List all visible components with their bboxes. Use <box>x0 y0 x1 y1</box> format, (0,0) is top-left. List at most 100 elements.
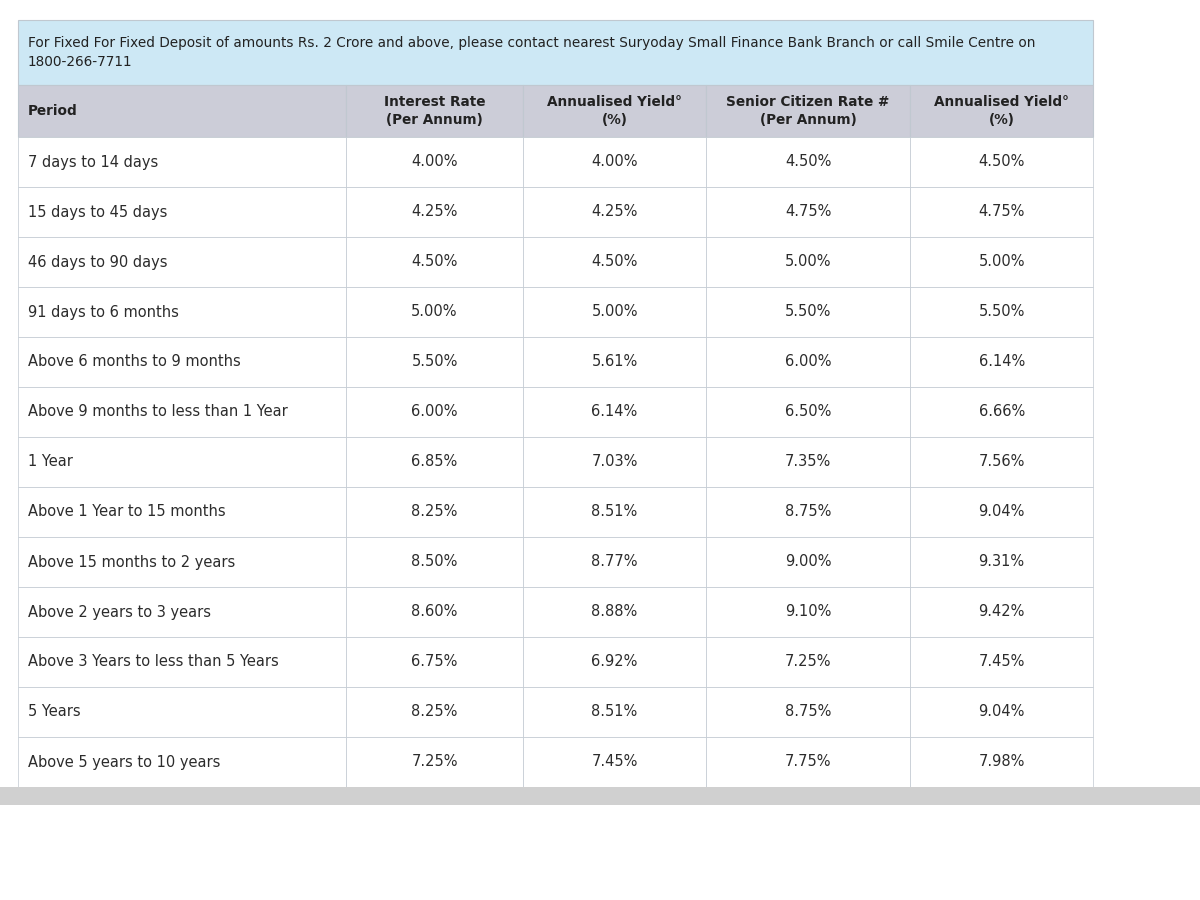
Text: 4.50%: 4.50% <box>412 255 457 269</box>
Bar <box>706 487 911 537</box>
Bar <box>523 637 706 687</box>
Bar <box>706 737 911 787</box>
Text: 8.60%: 8.60% <box>412 605 457 619</box>
Text: 4.25%: 4.25% <box>592 204 638 220</box>
Text: 5.00%: 5.00% <box>412 304 458 320</box>
Text: Above 1 Year to 15 months: Above 1 Year to 15 months <box>28 505 226 519</box>
Bar <box>523 737 706 787</box>
Bar <box>346 537 523 587</box>
Bar <box>706 587 911 637</box>
Text: 6.92%: 6.92% <box>592 654 638 670</box>
Text: 5.00%: 5.00% <box>978 255 1025 269</box>
Bar <box>18 637 346 687</box>
Text: 6.50%: 6.50% <box>785 404 832 419</box>
Bar <box>18 187 346 237</box>
Bar <box>706 137 911 187</box>
Text: 6.14%: 6.14% <box>592 404 637 419</box>
Bar <box>706 187 911 237</box>
Text: 8.25%: 8.25% <box>412 705 457 719</box>
Text: 9.04%: 9.04% <box>978 505 1025 519</box>
Bar <box>911 687 1093 737</box>
Text: 8.77%: 8.77% <box>592 554 638 570</box>
Text: 8.50%: 8.50% <box>412 554 457 570</box>
Text: Above 3 Years to less than 5 Years: Above 3 Years to less than 5 Years <box>28 654 278 670</box>
Text: Above 15 months to 2 years: Above 15 months to 2 years <box>28 554 235 570</box>
Text: 91 days to 6 months: 91 days to 6 months <box>28 304 179 320</box>
Bar <box>18 687 346 737</box>
Bar <box>523 187 706 237</box>
Text: 7.56%: 7.56% <box>978 454 1025 470</box>
Bar <box>523 85 706 137</box>
Text: 5.50%: 5.50% <box>412 355 457 370</box>
Bar <box>911 437 1093 487</box>
Text: 7 days to 14 days: 7 days to 14 days <box>28 155 158 169</box>
Text: Above 6 months to 9 months: Above 6 months to 9 months <box>28 355 241 370</box>
Bar <box>911 637 1093 687</box>
Text: 6.75%: 6.75% <box>412 654 457 670</box>
Text: 6.66%: 6.66% <box>978 404 1025 419</box>
Bar <box>18 20 1093 85</box>
Bar <box>706 437 911 487</box>
Text: 7.25%: 7.25% <box>785 654 832 670</box>
Bar <box>523 387 706 437</box>
Bar <box>346 487 523 537</box>
Text: 4.00%: 4.00% <box>592 155 638 169</box>
Bar <box>706 687 911 737</box>
Bar <box>18 287 346 337</box>
Text: 6.00%: 6.00% <box>412 404 458 419</box>
Text: 7.98%: 7.98% <box>978 754 1025 770</box>
Text: Annualised Yield°
(%): Annualised Yield° (%) <box>934 95 1069 127</box>
Text: 4.50%: 4.50% <box>785 155 832 169</box>
Text: 4.75%: 4.75% <box>785 204 832 220</box>
Bar <box>346 437 523 487</box>
Bar <box>911 237 1093 287</box>
Text: 7.03%: 7.03% <box>592 454 638 470</box>
Bar <box>18 437 346 487</box>
Bar <box>523 237 706 287</box>
Text: Senior Citizen Rate #
(Per Annum): Senior Citizen Rate # (Per Annum) <box>726 95 889 127</box>
Bar <box>911 287 1093 337</box>
Bar <box>911 137 1093 187</box>
Bar <box>911 337 1093 387</box>
Bar <box>706 287 911 337</box>
Bar <box>911 387 1093 437</box>
Text: Annualised Yield°
(%): Annualised Yield° (%) <box>547 95 682 127</box>
Bar <box>523 587 706 637</box>
Text: 8.51%: 8.51% <box>592 705 637 719</box>
Bar <box>346 85 523 137</box>
Text: For Fixed For Fixed Deposit of amounts Rs. 2 Crore and above, please contact nea: For Fixed For Fixed Deposit of amounts R… <box>28 36 1036 68</box>
Text: 7.35%: 7.35% <box>785 454 832 470</box>
Bar <box>346 337 523 387</box>
Text: 7.25%: 7.25% <box>412 754 458 770</box>
Text: 9.10%: 9.10% <box>785 605 832 619</box>
Text: 8.88%: 8.88% <box>592 605 637 619</box>
Text: Above 2 years to 3 years: Above 2 years to 3 years <box>28 605 211 619</box>
Bar <box>523 437 706 487</box>
Text: 4.25%: 4.25% <box>412 204 457 220</box>
Text: 4.00%: 4.00% <box>412 155 458 169</box>
Bar <box>911 187 1093 237</box>
Bar <box>911 587 1093 637</box>
Text: 4.75%: 4.75% <box>978 204 1025 220</box>
Bar <box>911 537 1093 587</box>
Bar <box>523 287 706 337</box>
Text: 46 days to 90 days: 46 days to 90 days <box>28 255 168 269</box>
Text: 5.00%: 5.00% <box>592 304 638 320</box>
Bar <box>18 237 346 287</box>
Bar <box>911 85 1093 137</box>
Bar <box>346 137 523 187</box>
Bar <box>346 237 523 287</box>
Bar <box>706 337 911 387</box>
Text: 5.00%: 5.00% <box>785 255 832 269</box>
Bar <box>18 387 346 437</box>
Text: 8.51%: 8.51% <box>592 505 637 519</box>
Text: Above 5 years to 10 years: Above 5 years to 10 years <box>28 754 221 770</box>
Bar <box>346 287 523 337</box>
Bar <box>523 137 706 187</box>
Bar <box>346 637 523 687</box>
Bar <box>346 387 523 437</box>
Bar <box>706 537 911 587</box>
Bar <box>346 187 523 237</box>
Bar <box>346 737 523 787</box>
Bar <box>911 487 1093 537</box>
